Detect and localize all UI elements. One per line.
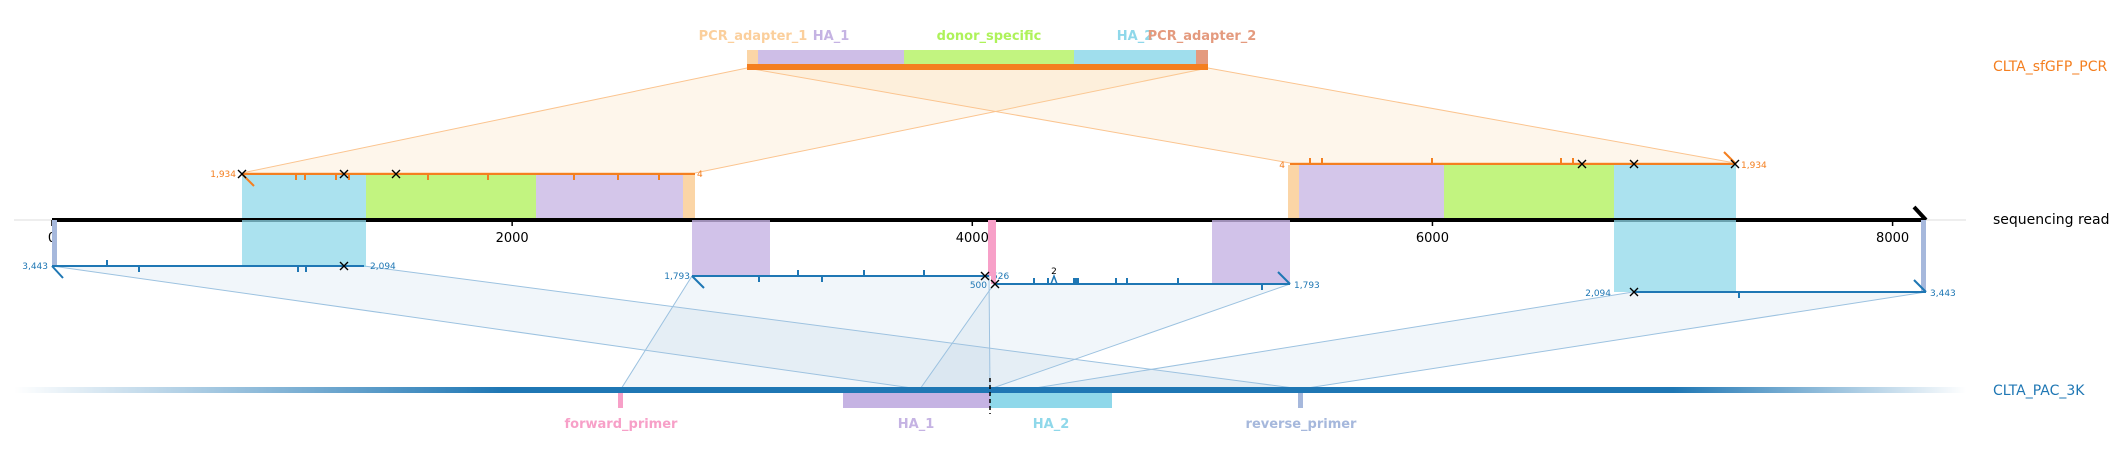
right-alignment-end-label: 1,934 <box>1741 161 1767 171</box>
ref2-mismatch-ticks <box>758 270 925 282</box>
pcr-alignment-right: 4 1,934 <box>1279 151 1767 220</box>
ref4-deletion-mark <box>1629 287 1639 297</box>
read-axis-tick-label: 4000 <box>956 231 989 246</box>
pcr-label-pcr-adapter-2: PCR_adapter_2 <box>1148 29 1257 44</box>
ref-label-forward-primer: forward_primer <box>565 417 679 432</box>
left-block-ha-2 <box>242 174 366 220</box>
ref-feature-reverse-primer <box>1298 393 1303 408</box>
ref-label-reverse-primer: reverse_primer <box>1246 417 1358 432</box>
left-block-ha-1 <box>536 174 683 220</box>
reference-alignment-4: 2,094 3,443 <box>1585 220 1956 299</box>
pcr-feature-pcr-adapter-2 <box>1196 50 1208 64</box>
read-direction-arrow <box>1912 205 1928 222</box>
reference-track <box>14 378 1966 414</box>
right-block-donor-specific <box>1444 165 1614 220</box>
ref-feature-ha-1 <box>843 393 990 408</box>
reference-alignment-2: 1,793 526 <box>664 220 1009 289</box>
ref2-block-ha-1 <box>692 220 770 276</box>
ref4-start-label: 2,094 <box>1585 289 1611 299</box>
ref3-mismatch-ticks <box>1033 278 1263 290</box>
left-block-adapter-1 <box>683 174 695 220</box>
ref4-block-ha-2 <box>1614 220 1736 292</box>
read-axis-ticks: 02000400060008000 <box>48 220 1909 246</box>
left-block-donor-specific <box>366 174 536 220</box>
ref2-end-label: 526 <box>992 272 1009 282</box>
right-block-ha-1 <box>1299 165 1444 220</box>
right-alignment-start-label: 4 <box>1279 161 1285 171</box>
pcr-label-pcr-adapter-1: PCR_adapter_1 <box>699 29 808 44</box>
ref1-end-tick <box>51 265 64 279</box>
read-axis-tick-label: 2000 <box>496 231 529 246</box>
pcr-feature-pcr-adapter-1 <box>747 50 758 64</box>
pcr-product-bar <box>747 64 1208 70</box>
ref-label-ha-1: HA_1 <box>898 417 935 432</box>
pcr-feature-labels: PCR_adapter_1 HA_1 donor_specific HA_2 P… <box>699 29 1257 44</box>
right-deletion-marks <box>1577 159 1740 169</box>
pcr-label-donor-specific: donor_specific <box>937 29 1042 44</box>
ref-feature-ha-2 <box>990 393 1112 408</box>
ref3-insertion-mark <box>1050 273 1058 285</box>
ref3-end-tick <box>1277 271 1291 285</box>
reference-feature-labels: forward_primer HA_1 HA_2 reverse_primer <box>565 417 1358 432</box>
ref3-start-label: 500 <box>970 281 987 291</box>
ref-feature-forward-primer <box>618 393 623 408</box>
pcr-product-track <box>747 50 1208 70</box>
right-mismatch-ticks <box>1309 158 1574 164</box>
right-block-adapter-1 <box>1288 165 1299 220</box>
ref3-block-forward-primer <box>991 220 996 284</box>
read-name: sequencing read <box>1993 212 2109 228</box>
ref1-block-ha-2 <box>242 220 366 267</box>
right-alignment-end-tick <box>1723 151 1737 165</box>
ref3-deletion-mark <box>990 279 1000 289</box>
pcr-alignment-left: 1,934 4 <box>210 169 703 220</box>
left-alignment-end-label: 4 <box>697 170 703 180</box>
right-block-ha-2-upper <box>1614 165 1736 220</box>
left-alignment-start-label: 1,934 <box>210 170 236 180</box>
ref1-start-label: 3,443 <box>22 262 48 272</box>
ref2-end-tick <box>691 275 705 289</box>
pcr-label-ha-2: HA_2 <box>1117 29 1154 44</box>
ref4-block-reverse-primer <box>1921 220 1926 292</box>
reference-alignment-3: 2 500 1,793 <box>970 220 1320 291</box>
read-axis-tick-label: 8000 <box>1876 231 1909 246</box>
read-axis-tick-label: 6000 <box>1416 231 1449 246</box>
pcr-feature-ha-2 <box>1074 50 1196 64</box>
pcr-feature-donor-specific <box>904 50 1074 64</box>
pcr-feature-ha-1 <box>758 50 904 64</box>
ref-label-ha-2: HA_2 <box>1033 417 1070 432</box>
ref2-deletion-mark <box>980 271 990 281</box>
ref1-end-label: 2,094 <box>370 262 396 272</box>
reference-name: CLTA_PAC_3K <box>1993 383 2085 399</box>
reference-alignment-1: 3,443 2,094 <box>22 220 396 279</box>
ref1-deletion-mark <box>339 261 349 271</box>
ref3-end-label: 1,793 <box>1294 281 1320 291</box>
ref1-block-reverse-primer <box>52 220 57 267</box>
ref1-mismatch-ticks <box>106 260 307 272</box>
ref3-block-ha-1 <box>1212 220 1290 284</box>
reference-bar <box>14 387 1966 393</box>
ref2-start-label: 1,793 <box>664 272 690 282</box>
pcr-label-ha-1: HA_1 <box>813 29 850 44</box>
pcr-product-name: CLTA_sfGFP_PCR <box>1993 59 2107 75</box>
left-deletion-marks <box>237 169 401 179</box>
ref4-end-tick <box>1913 279 1927 293</box>
ref4-end-label: 3,443 <box>1930 289 1956 299</box>
ref2-block-forward-primer <box>988 220 993 276</box>
left-mismatch-ticks <box>295 174 660 180</box>
ref3-insertion-count: 2 <box>1051 267 1057 277</box>
pcr-alignment-wedges <box>241 67 1736 174</box>
